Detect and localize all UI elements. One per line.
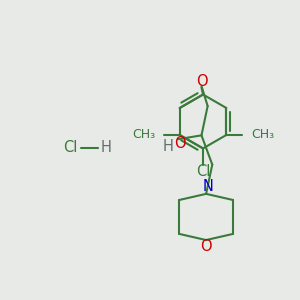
Text: CH₃: CH₃ bbox=[132, 128, 155, 141]
Text: O: O bbox=[174, 136, 186, 151]
Text: N: N bbox=[202, 179, 213, 194]
Text: Cl: Cl bbox=[63, 140, 78, 155]
Text: CH₃: CH₃ bbox=[251, 128, 274, 141]
Text: H: H bbox=[100, 140, 111, 155]
Text: O: O bbox=[200, 239, 212, 254]
Text: H: H bbox=[162, 139, 173, 154]
Text: O: O bbox=[196, 74, 207, 89]
Text: Cl: Cl bbox=[196, 164, 210, 179]
